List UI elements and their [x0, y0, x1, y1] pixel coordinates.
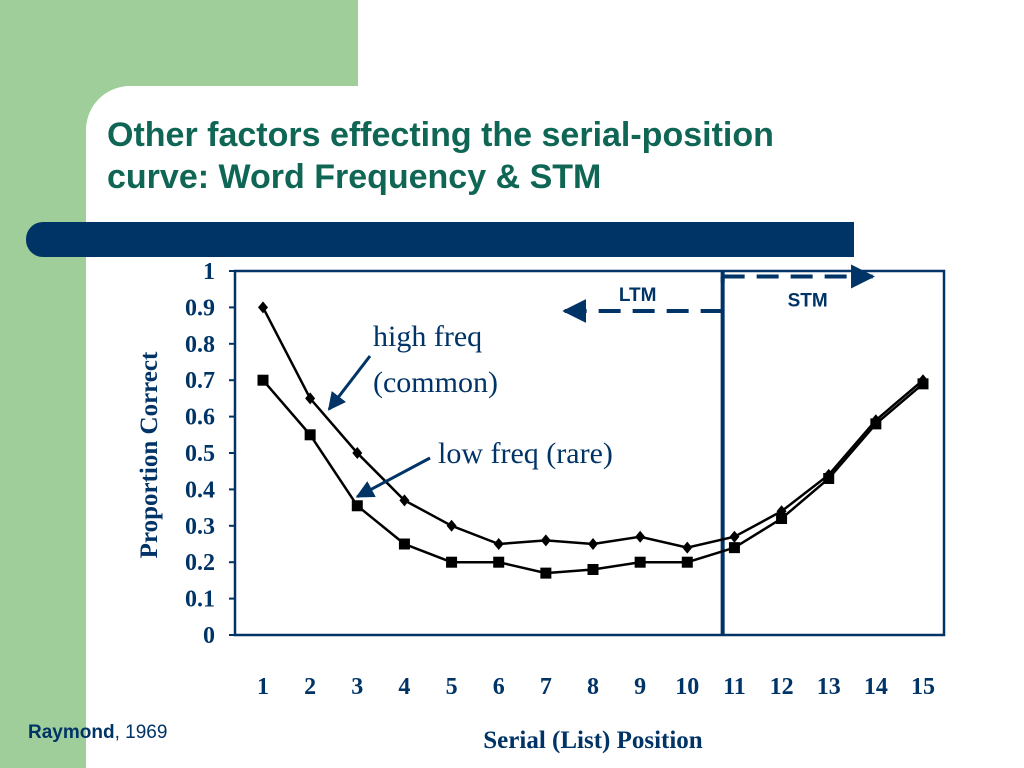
x-tick-label: 9	[634, 674, 646, 700]
annotation-2-text: low freq (rare)	[438, 437, 613, 470]
annotation-1-pointer	[327, 355, 372, 411]
y-tick-label: 0.6	[185, 405, 215, 431]
series-1-point	[352, 447, 363, 459]
series-2-point	[681, 556, 693, 568]
series-1-point	[588, 538, 598, 550]
y-tick-label: 1	[203, 259, 215, 285]
series-2-point	[917, 378, 929, 390]
series-2-point	[304, 429, 316, 441]
series-2-point	[587, 563, 599, 575]
x-axis-title: Serial (List) Position	[483, 727, 703, 754]
x-tick-label: 6	[493, 674, 505, 700]
series-2-point	[398, 538, 410, 550]
x-tick-label: 2	[304, 674, 316, 700]
x-tick-label: 10	[675, 674, 699, 700]
x-tick-label: 13	[817, 674, 841, 700]
series-2-point	[776, 513, 788, 525]
series-1-point	[493, 538, 504, 550]
slide-title-line-1: Other factors effecting the serial-posit…	[107, 116, 774, 154]
series-1-point	[682, 541, 693, 554]
ltm-label: LTM	[619, 285, 657, 306]
slide-title-line-2: curve: Word Frequency & STM	[107, 158, 602, 196]
x-tick-label: 1	[257, 674, 269, 700]
x-tick-label: 5	[446, 674, 458, 700]
x-tick-label: 8	[587, 674, 599, 700]
x-tick-label: 7	[540, 674, 552, 700]
annotation-1-text: high freq	[373, 320, 482, 353]
slide-title: Other factors effecting the serial-posit…	[107, 114, 967, 198]
x-tick-label: 15	[911, 674, 935, 700]
series-1-point	[258, 301, 268, 314]
annotation-2-pointer	[355, 456, 431, 499]
series-1-point	[540, 534, 551, 547]
y-tick-label: 0.1	[185, 587, 215, 613]
y-tick-label: 0.5	[185, 441, 215, 467]
citation-year: , 1969	[114, 722, 168, 743]
y-tick-label: 0	[203, 623, 215, 649]
series-1-line	[261, 306, 924, 549]
y-tick-label: 0.9	[185, 295, 215, 321]
x-tick-label: 11	[723, 674, 746, 700]
series-2-point	[257, 374, 269, 386]
annotation-1-text: (common)	[373, 366, 498, 399]
citation-author: Raymond	[28, 722, 115, 743]
series-2-point	[823, 472, 835, 484]
y-tick-label: 0.8	[185, 332, 215, 358]
y-tick-label: 0.3	[185, 514, 215, 540]
citation: Raymond, 1969	[28, 722, 167, 744]
series-2-point	[351, 500, 363, 512]
y-tick-label: 0.2	[185, 550, 215, 576]
y-axis-title: Proportion Correct	[136, 351, 163, 558]
series-2-point	[493, 556, 505, 568]
series-1-point	[446, 519, 457, 532]
series-2-point	[870, 418, 882, 430]
y-tick-label: 0.7	[185, 368, 215, 394]
series-1-point	[635, 530, 646, 543]
series-1-point	[729, 530, 740, 543]
series-2-point	[634, 556, 646, 568]
x-tick-label: 14	[864, 674, 888, 700]
content-panel	[86, 86, 1024, 768]
series-2-point	[540, 567, 552, 579]
x-tick-label: 12	[770, 674, 794, 700]
x-tick-label: 3	[351, 674, 363, 700]
series-2-point	[446, 556, 458, 568]
y-tick-label: 0.4	[185, 477, 215, 503]
series-1-point	[305, 392, 316, 405]
accent-divider-bar	[26, 222, 854, 257]
series-1-point	[399, 494, 410, 507]
stm-label: STM	[788, 290, 828, 311]
series-2-point	[728, 542, 740, 554]
x-tick-label: 4	[398, 674, 410, 700]
